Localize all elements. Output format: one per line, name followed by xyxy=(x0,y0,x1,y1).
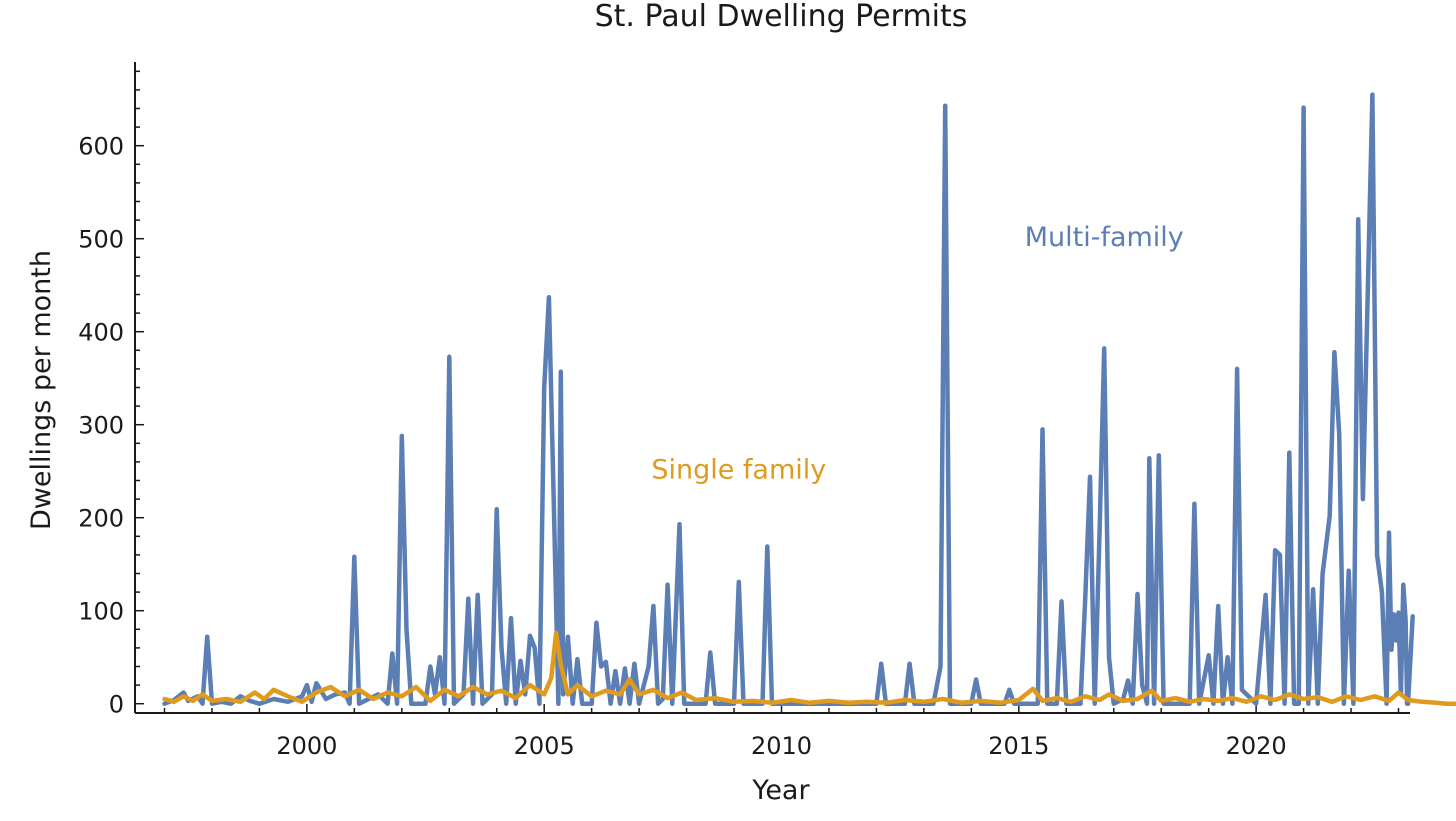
y-tick-label: 100 xyxy=(78,598,124,626)
x-tick-label: 2010 xyxy=(751,732,812,760)
single-family-line xyxy=(162,630,1456,706)
y-tick-label: 500 xyxy=(78,226,124,254)
multi-family-line xyxy=(162,92,1415,706)
series-lines xyxy=(162,92,1456,706)
x-tick-label: 2005 xyxy=(514,732,575,760)
y-tick-label: 400 xyxy=(78,319,124,347)
axes: 0 100 200 300 400 500 600 2000 2005 2010 2015 2020 xyxy=(78,62,1410,760)
x-tick-label: 2000 xyxy=(276,732,337,760)
y-axis-title: Dwellings per month xyxy=(26,250,57,530)
y-tick-label: 0 xyxy=(109,691,124,719)
y-tick-label: 600 xyxy=(78,133,124,161)
x-tick-label: 2015 xyxy=(988,732,1049,760)
single-family-label: Single family xyxy=(651,455,826,486)
y-axis-ticks: 0 100 200 300 400 500 600 xyxy=(78,70,144,719)
chart-title: St. Paul Dwelling Permits xyxy=(595,0,968,34)
series-annotations: Multi-family Single family xyxy=(651,222,1183,486)
y-tick-label: 300 xyxy=(78,412,124,440)
x-axis-ticks: 2000 2005 2010 2015 2020 xyxy=(163,704,1400,760)
multi-family-label: Multi-family xyxy=(1025,222,1184,253)
x-axis-title: Year xyxy=(751,775,810,806)
x-tick-label: 2020 xyxy=(1226,732,1287,760)
y-tick-label: 200 xyxy=(78,505,124,533)
